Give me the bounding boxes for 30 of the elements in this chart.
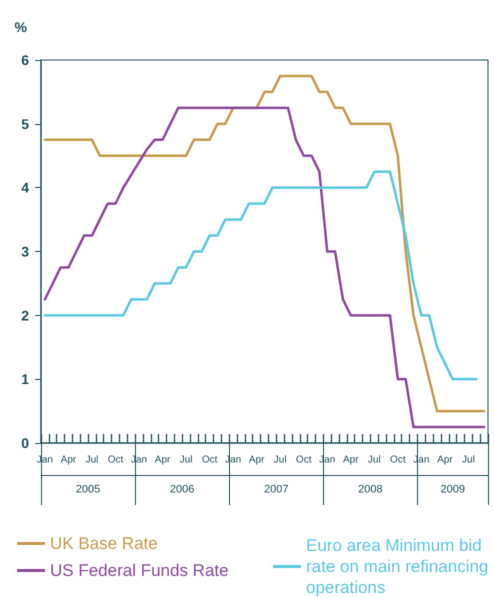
x-tick-label: Apr xyxy=(60,454,77,466)
legend-label: Euro area Minimum bid rate on main refinancing operations xyxy=(306,536,494,597)
x-tick-label: Jul xyxy=(274,454,287,466)
x-tick-label: Apr xyxy=(342,454,360,466)
y-axis-title: % xyxy=(14,19,28,35)
text: 2007 xyxy=(264,484,289,496)
x-tick-label: Oct xyxy=(108,454,124,466)
y-tick-label: 0 xyxy=(21,435,30,451)
legend-label: UK Base Rate xyxy=(50,534,158,553)
y-tick-label: 4 xyxy=(21,180,30,196)
x-tick-label: Jul xyxy=(462,454,475,466)
text: 2009 xyxy=(440,484,465,496)
x-tick-label: Jul xyxy=(86,454,98,466)
x-tick-label: Apr xyxy=(437,454,454,466)
y-tick-label: 5 xyxy=(21,116,30,132)
x-tick-label: Jul xyxy=(180,454,192,466)
x-tick-label: Oct xyxy=(296,454,312,466)
legend-label: US Federal Funds Rate xyxy=(50,561,229,580)
x-tick-label: Apr xyxy=(248,454,266,466)
text: 2006 xyxy=(170,484,194,496)
y-tick-label: 3 xyxy=(21,244,30,260)
x-tick-label: Oct xyxy=(390,454,406,466)
y-tick-label: 6 xyxy=(21,52,30,68)
y-tick-label: 1 xyxy=(21,371,30,388)
x-tick-label: Apr xyxy=(154,454,172,466)
y-tick-label: 2 xyxy=(21,307,30,324)
x-tick-label: Oct xyxy=(202,454,218,466)
text: 2008 xyxy=(358,484,383,496)
text: 2005 xyxy=(76,484,100,496)
x-tick-label: Jul xyxy=(368,454,381,466)
